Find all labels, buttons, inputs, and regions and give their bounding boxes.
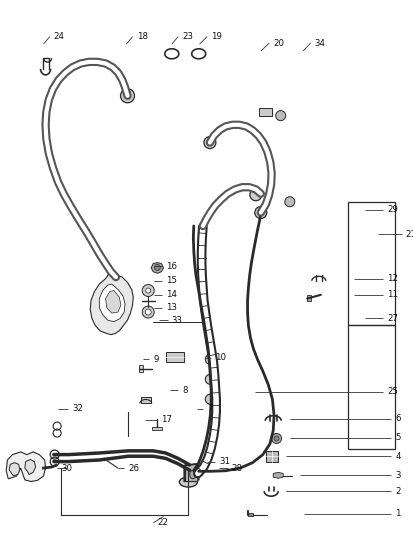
Circle shape — [273, 436, 278, 441]
Text: 7: 7 — [206, 405, 212, 413]
Text: 17: 17 — [161, 415, 172, 424]
Text: 2: 2 — [394, 487, 400, 495]
Circle shape — [271, 434, 281, 443]
Polygon shape — [265, 451, 278, 462]
Text: 26: 26 — [128, 464, 139, 472]
Polygon shape — [138, 365, 142, 372]
Text: 33: 33 — [171, 316, 183, 324]
Text: 10: 10 — [215, 353, 226, 362]
Circle shape — [275, 111, 285, 121]
Circle shape — [205, 394, 215, 404]
Text: 28: 28 — [231, 464, 242, 472]
Text: 13: 13 — [165, 303, 176, 312]
Text: 22: 22 — [157, 519, 168, 527]
Polygon shape — [140, 397, 151, 404]
Text: 27: 27 — [386, 314, 397, 323]
Text: 18: 18 — [136, 32, 147, 41]
Text: 25: 25 — [386, 387, 397, 396]
Text: 1: 1 — [394, 509, 400, 518]
Text: 34: 34 — [314, 39, 325, 47]
Text: 12: 12 — [386, 274, 397, 283]
Text: 29: 29 — [386, 206, 397, 214]
Polygon shape — [248, 513, 252, 516]
Circle shape — [145, 309, 151, 315]
Polygon shape — [152, 427, 162, 430]
Polygon shape — [185, 464, 197, 482]
Polygon shape — [189, 470, 196, 479]
Circle shape — [124, 93, 130, 99]
Text: 24: 24 — [54, 32, 65, 41]
Circle shape — [254, 207, 266, 218]
Circle shape — [204, 137, 215, 148]
Circle shape — [145, 288, 150, 293]
Polygon shape — [99, 284, 125, 322]
Text: 6: 6 — [394, 414, 400, 423]
Text: 14: 14 — [165, 291, 176, 299]
Ellipse shape — [179, 477, 197, 487]
Circle shape — [205, 355, 215, 364]
Circle shape — [284, 197, 294, 207]
Circle shape — [249, 189, 261, 201]
Text: 21: 21 — [405, 230, 413, 238]
Text: 30: 30 — [61, 464, 72, 472]
Text: 8: 8 — [182, 386, 187, 394]
Polygon shape — [90, 274, 133, 335]
Circle shape — [142, 306, 154, 318]
Polygon shape — [165, 352, 184, 362]
Text: 15: 15 — [165, 277, 176, 285]
Polygon shape — [6, 452, 45, 482]
Bar — [347, 325, 394, 449]
Circle shape — [120, 89, 134, 103]
Polygon shape — [273, 472, 282, 478]
Text: 23: 23 — [182, 32, 193, 41]
Text: 4: 4 — [394, 452, 400, 461]
Circle shape — [142, 285, 154, 296]
Text: 3: 3 — [394, 471, 400, 479]
Polygon shape — [9, 463, 20, 476]
Text: 11: 11 — [386, 291, 397, 299]
Text: 16: 16 — [165, 262, 176, 271]
Text: 20: 20 — [273, 39, 284, 47]
Circle shape — [205, 374, 215, 384]
Text: 19: 19 — [211, 32, 221, 41]
Text: 5: 5 — [394, 434, 400, 442]
Text: 32: 32 — [72, 405, 83, 413]
Text: 9: 9 — [153, 355, 158, 364]
Polygon shape — [25, 459, 36, 475]
Polygon shape — [258, 108, 272, 116]
Bar — [347, 202, 394, 325]
Polygon shape — [105, 291, 121, 313]
Polygon shape — [306, 295, 311, 301]
Text: 31: 31 — [219, 457, 230, 466]
Circle shape — [154, 264, 160, 271]
Polygon shape — [151, 263, 163, 273]
